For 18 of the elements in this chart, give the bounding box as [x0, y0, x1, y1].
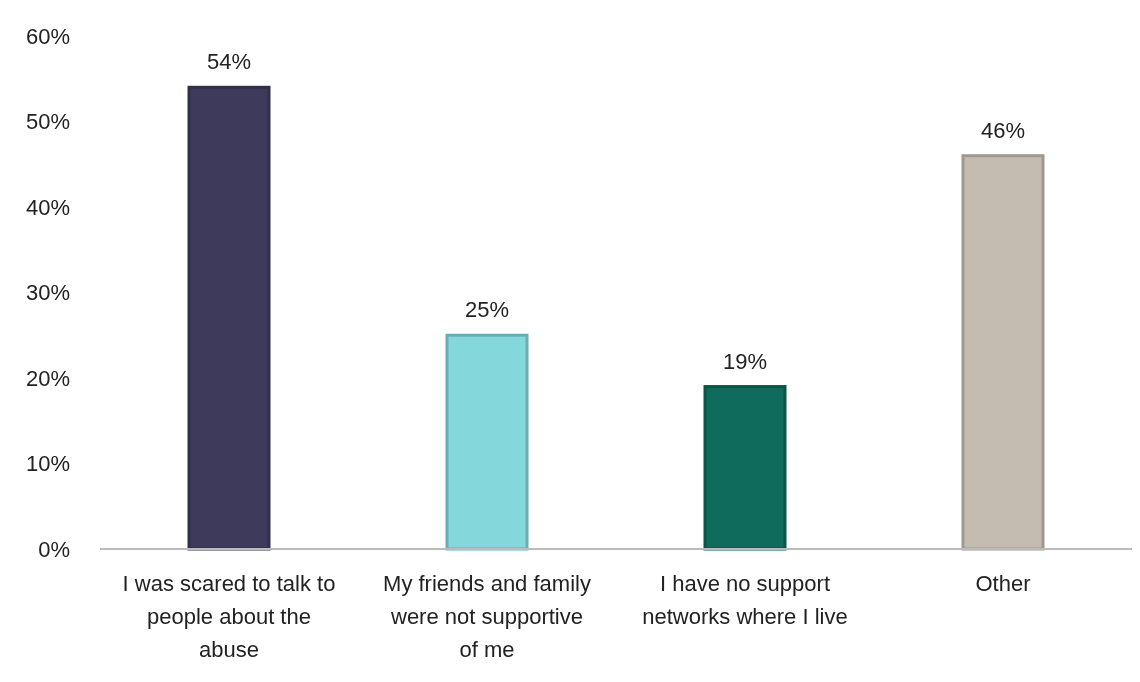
- bar: [445, 333, 529, 551]
- data-label: 54%: [206, 49, 252, 75]
- y-tick-label: 60%: [25, 23, 70, 49]
- x-tick-label: I have no support networks where I live: [642, 571, 848, 629]
- data-label: 19%: [722, 348, 768, 374]
- data-label: 46%: [980, 117, 1026, 143]
- data-label: 25%: [464, 297, 510, 323]
- x-tick-label: I was scared to talk to people about the abuse: [122, 571, 336, 662]
- y-tick-label: 20%: [25, 365, 70, 391]
- bar: [187, 85, 271, 551]
- bar: [703, 385, 787, 551]
- x-tick-label: My friends and family were not supportive of me: [383, 571, 591, 662]
- y-tick-label: 40%: [25, 194, 70, 220]
- y-tick-label: 10%: [25, 451, 70, 477]
- y-tick-label: 0%: [38, 536, 70, 562]
- y-tick-label: 50%: [25, 109, 70, 135]
- x-tick-label: Other: [975, 571, 1031, 596]
- y-tick-label: 30%: [25, 280, 70, 306]
